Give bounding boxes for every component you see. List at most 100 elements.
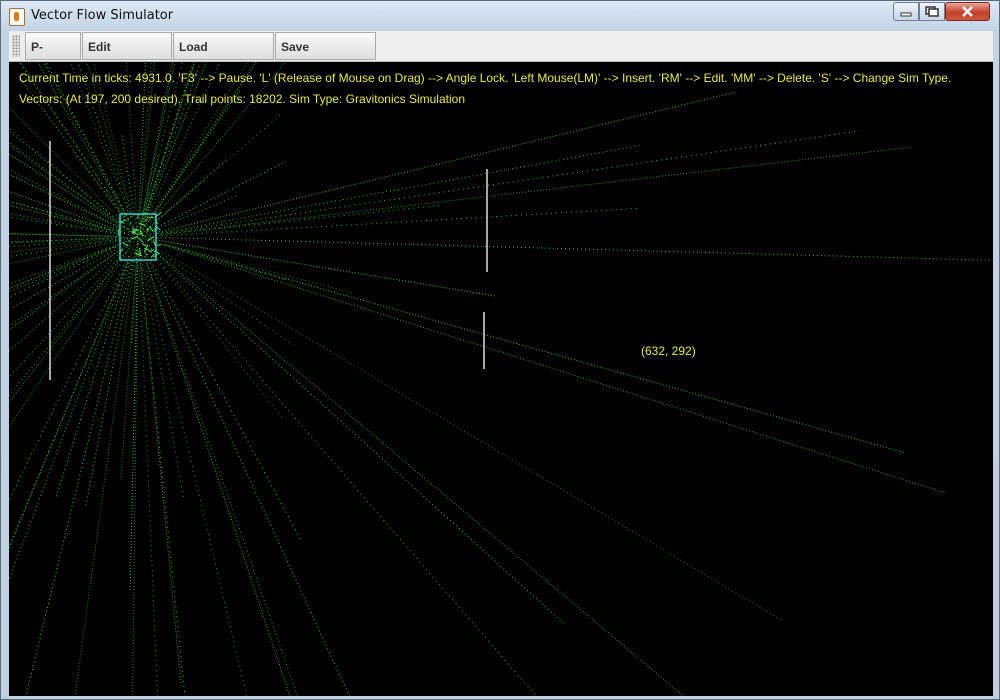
particle-trail xyxy=(9,248,131,429)
particle-trail xyxy=(69,62,135,226)
vector xyxy=(148,249,155,253)
trail-layer xyxy=(9,62,993,696)
status-line: Current Time in ticks: 4931.0. 'F3' --> … xyxy=(19,71,952,85)
particle-trail xyxy=(147,238,495,297)
particle-trail xyxy=(139,62,194,230)
close-button[interactable] xyxy=(945,2,990,21)
particle-trail xyxy=(9,239,130,289)
particle-trail xyxy=(161,130,860,234)
vector xyxy=(131,236,137,240)
particle-trail xyxy=(9,250,118,327)
save-simulation-button[interactable]: Save Simulation xyxy=(275,32,376,82)
status-line: Vectors: (At 197, 200 desired). Trail po… xyxy=(19,92,465,106)
minimize-button[interactable] xyxy=(893,2,919,21)
load-simulation-button[interactable]: Load Simulation xyxy=(173,32,274,82)
vector xyxy=(131,228,138,235)
vector xyxy=(122,242,129,247)
particle-trail xyxy=(144,62,202,218)
particle-trail xyxy=(142,238,947,494)
particle-trail xyxy=(120,239,139,480)
maximize-button[interactable] xyxy=(919,2,945,21)
particle-trail xyxy=(139,62,221,233)
particle-trail xyxy=(146,161,286,234)
toolbar-grip xyxy=(12,35,20,57)
particle-trail xyxy=(9,213,119,234)
title-bar: Vector Flow Simulator xyxy=(1,1,999,31)
particle-trail xyxy=(163,244,286,281)
particle-trail xyxy=(9,246,115,293)
particle-trail xyxy=(9,216,117,235)
particle-trail xyxy=(129,258,138,592)
particle-trail xyxy=(139,62,257,235)
particle-trail xyxy=(25,260,133,696)
particle-trail xyxy=(9,200,130,235)
particle-trail xyxy=(142,256,248,696)
particle-trail xyxy=(84,249,137,509)
particle-trail xyxy=(161,146,912,235)
vector xyxy=(137,214,139,219)
particle-trail xyxy=(141,154,160,222)
particle-trail xyxy=(144,204,441,237)
particle-trail xyxy=(139,249,184,499)
maximize-icon xyxy=(925,6,939,17)
particle-trail xyxy=(9,262,128,548)
particle-trail xyxy=(166,244,905,454)
vector xyxy=(145,253,149,256)
particle-trail xyxy=(9,245,132,403)
particle-trail xyxy=(161,207,638,237)
particle-trail xyxy=(142,112,284,234)
particle-trail xyxy=(72,150,129,225)
particle-trail xyxy=(9,237,132,253)
vector xyxy=(144,219,149,222)
particle-trail xyxy=(138,243,186,696)
vector xyxy=(152,240,156,247)
particle-trail xyxy=(140,62,196,229)
vector xyxy=(139,229,144,237)
selection-box xyxy=(119,213,157,261)
particle-trail xyxy=(144,244,537,696)
particle-trail xyxy=(139,62,249,234)
particle-trail xyxy=(150,62,287,223)
particle-trail xyxy=(9,200,111,230)
vector xyxy=(134,252,141,257)
vector xyxy=(120,220,125,224)
p-reset-button[interactable]: P-Reset xyxy=(25,32,81,82)
edit-variables-button[interactable]: Edit Variables xyxy=(82,32,172,82)
particle-trail xyxy=(144,255,299,696)
particle-trail xyxy=(55,262,131,498)
particle-trail xyxy=(144,252,350,696)
particle-trail xyxy=(149,88,242,220)
simulation-canvas[interactable]: Current Time in ticks: 4931.0. 'F3' --> … xyxy=(9,62,993,696)
vector xyxy=(147,236,154,242)
vector xyxy=(150,253,155,258)
particle-trail xyxy=(138,250,159,696)
particle-trail xyxy=(9,190,126,233)
cursor-coordinates: (632, 292) xyxy=(641,344,696,358)
particle-trail xyxy=(9,168,130,233)
particle-trail xyxy=(139,108,185,232)
particle-trail xyxy=(164,194,239,227)
particle-trail xyxy=(141,91,737,237)
particle-trail xyxy=(153,256,283,418)
vector xyxy=(138,252,143,257)
particle-trail xyxy=(9,204,114,232)
vector xyxy=(144,244,149,252)
particle-trail xyxy=(9,141,134,235)
vector xyxy=(128,240,131,243)
vector xyxy=(136,235,144,244)
particle-trail xyxy=(138,62,147,211)
particle-trail xyxy=(148,245,685,696)
window-title: Vector Flow Simulator xyxy=(31,8,174,23)
particle-trail xyxy=(157,145,639,234)
toolbar: P-Reset Edit Variables Load Simulation S… xyxy=(9,31,993,82)
particle-trail xyxy=(74,241,138,696)
particle-trail xyxy=(139,260,182,684)
particle-trail xyxy=(9,255,130,502)
particle-trail xyxy=(139,62,176,227)
vector xyxy=(138,223,146,226)
particle-trail xyxy=(86,62,133,218)
particle-trail xyxy=(142,62,207,225)
particle-trail xyxy=(9,246,116,298)
